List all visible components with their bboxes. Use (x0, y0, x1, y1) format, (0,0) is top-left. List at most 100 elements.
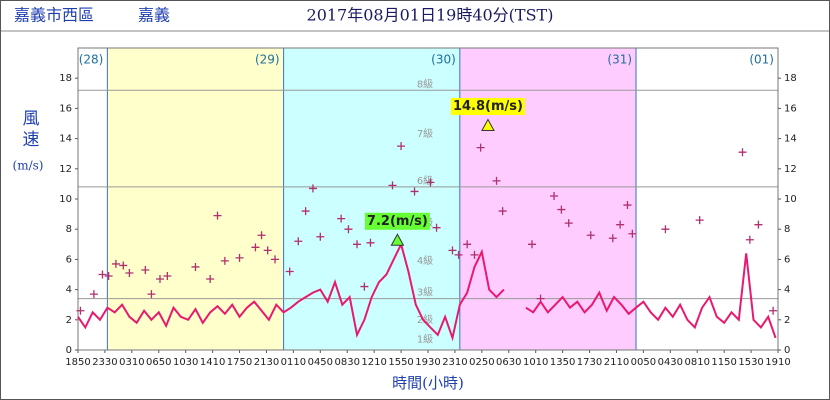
y-tick-label-right: 6 (784, 254, 790, 265)
plot-area: (28)(29)(30)(31)(01)1級2級3級4級5級6級7級8級0022… (59, 47, 797, 368)
day-label: (01) (749, 53, 774, 67)
gust-marker (432, 223, 441, 232)
gust-marker (528, 240, 537, 249)
level-label: 1級 (417, 332, 433, 345)
y-tick-label-right: 12 (784, 164, 797, 175)
gust-marker (263, 246, 272, 255)
gust-marker (557, 205, 566, 214)
y-tick-label: 16 (59, 103, 72, 114)
y-tick-label: 0 (66, 345, 72, 356)
level-label: 3級 (417, 286, 433, 299)
level-label: 4級 (417, 254, 433, 267)
gust-marker (76, 306, 85, 315)
gust-marker (344, 225, 353, 234)
gust-marker (141, 265, 150, 274)
gust-marker (454, 250, 463, 259)
gust-marker (745, 235, 754, 244)
x-tick-label: 1150 (711, 357, 736, 368)
gust-marker (476, 143, 485, 152)
wind-speed-line (77, 241, 777, 342)
y-tick-label-right: 16 (784, 103, 797, 114)
max-marker (481, 118, 495, 132)
day-band (283, 48, 460, 350)
level-label: 8級 (417, 77, 433, 90)
y-tick-label-right: 18 (784, 73, 797, 84)
gust-marker (586, 231, 595, 240)
x-tick-label: 0110 (281, 357, 306, 368)
x-tick-label: 1210 (361, 357, 386, 368)
day-label: (30) (431, 53, 456, 67)
gust-marker (661, 225, 670, 234)
gust-marker (498, 207, 507, 216)
y-axis-label: 風速 (19, 109, 40, 151)
x-tick-label: 1930 (415, 357, 440, 368)
gust-marker (360, 282, 369, 291)
day-band (636, 48, 778, 350)
day-label: (31) (607, 53, 632, 67)
gust-marker (616, 220, 625, 229)
max-marker (390, 233, 405, 246)
x-tick-label: 1750 (227, 357, 252, 368)
y-tick-label: 14 (59, 134, 72, 145)
gust-marker (220, 256, 229, 265)
gust-marker (470, 250, 479, 259)
gust-marker (426, 178, 435, 187)
max-label: 14.8(m/s) (450, 98, 525, 116)
gust-marker (316, 232, 325, 241)
level-label: 6級 (417, 174, 433, 187)
gust-marker (337, 214, 346, 223)
level-label: 2級 (417, 313, 433, 326)
x-tick-label: 1850 (65, 357, 90, 368)
max-label-box (450, 98, 525, 116)
y-tick-label: 10 (59, 194, 72, 205)
day-band (78, 48, 108, 350)
x-tick-label: 0650 (146, 357, 171, 368)
gust-marker (98, 270, 107, 279)
day-band (107, 48, 284, 350)
gust-marker (301, 207, 310, 216)
gust-marker (285, 267, 294, 276)
x-tick-label: 0050 (631, 357, 656, 368)
x-tick-label: 2310 (442, 357, 467, 368)
x-tick-label: 0250 (469, 357, 494, 368)
x-tick-label: 1410 (200, 357, 225, 368)
gust-marker (163, 272, 172, 281)
gust-marker (271, 255, 280, 264)
gust-marker (111, 259, 120, 268)
station-area: 嘉義市西區 (14, 6, 94, 25)
y-tick-label-right: 14 (784, 134, 797, 145)
station-name: 嘉義 (138, 6, 170, 25)
x-tick-label: 2330 (92, 357, 117, 368)
max-label-text: 14.8(m/s) (453, 99, 523, 114)
y-tick-label: 4 (66, 285, 72, 296)
y-tick-label: 8 (66, 224, 72, 235)
max-label-text: 7.2(m/s) (367, 214, 428, 229)
x-tick-label: 1910 (765, 357, 790, 368)
gust-marker (463, 240, 472, 249)
gust-marker (235, 253, 244, 262)
x-tick-label: 0630 (496, 357, 521, 368)
x-tick-label: 1350 (550, 357, 575, 368)
x-tick-label: 2110 (604, 357, 629, 368)
y-tick-label-right: 2 (784, 315, 790, 326)
gust-marker (492, 176, 501, 185)
gust-marker (191, 262, 200, 271)
gust-marker (769, 306, 778, 315)
gust-marker (628, 229, 637, 238)
gust-marker (147, 290, 156, 299)
timestamp: 2017年08月01日19時40分(TST) (307, 6, 554, 25)
gust-marker (251, 243, 260, 252)
max-label: 7.2(m/s) (364, 212, 430, 230)
y-tick-label-right: 8 (784, 224, 790, 235)
gust-marker (738, 148, 747, 157)
x-tick-label: 1730 (577, 357, 602, 368)
gust-marker (257, 231, 266, 240)
x-tick-label: 1530 (738, 357, 763, 368)
y-tick-label: 6 (66, 254, 72, 265)
gust-marker (366, 238, 375, 247)
gust-marker (608, 234, 617, 243)
gust-marker (536, 294, 545, 303)
x-tick-label: 0450 (308, 357, 333, 368)
y-tick-label-right: 0 (784, 345, 790, 356)
x-tick-label: 0430 (658, 357, 683, 368)
